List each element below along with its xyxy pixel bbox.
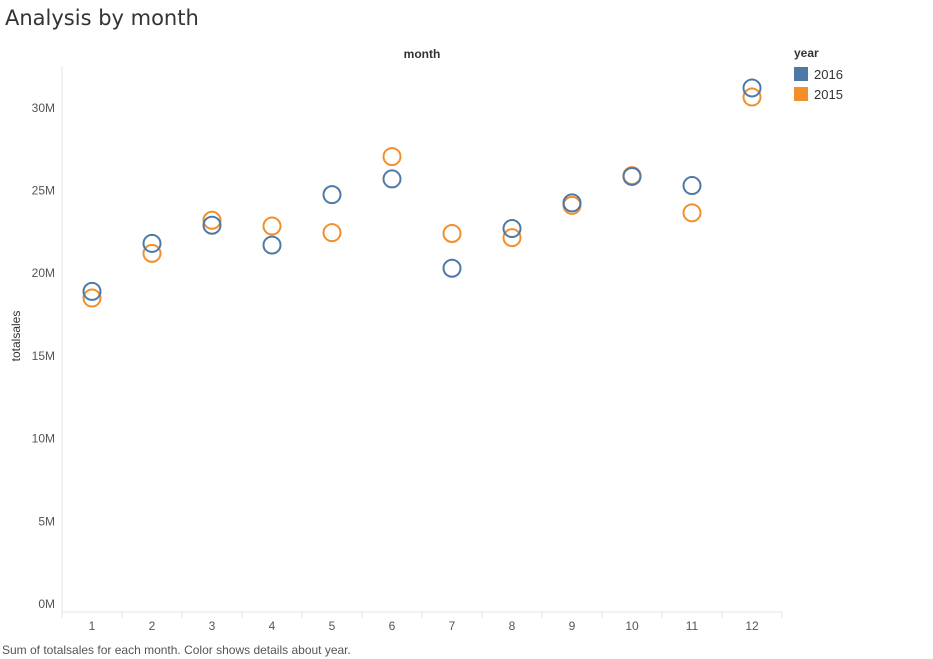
data-point-2016[interactable]: [202, 215, 222, 235]
y-tick-label: 30M: [32, 101, 55, 115]
data-point-2015[interactable]: [202, 210, 222, 230]
data-point-2015[interactable]: [82, 288, 102, 308]
y-tick-label: 0M: [38, 597, 55, 611]
x-tick-label: 4: [269, 619, 276, 633]
y-tick-label: 20M: [32, 266, 55, 280]
legend: year 2016 2015: [794, 46, 843, 104]
chart-title: Analysis by month: [5, 6, 199, 30]
legend-item-2015[interactable]: 2015: [794, 84, 843, 104]
y-tick-label: 15M: [32, 349, 55, 363]
x-tick-label: 1: [89, 619, 96, 633]
legend-label-2016: 2016: [814, 66, 843, 82]
data-point-2016[interactable]: [622, 166, 642, 186]
y-tick-label: 25M: [32, 184, 55, 198]
data-point-2015[interactable]: [262, 216, 282, 236]
y-tick-label: 10M: [32, 432, 55, 446]
legend-item-2016[interactable]: 2016: [794, 64, 843, 84]
data-point-2015[interactable]: [322, 223, 342, 243]
x-tick-label: 9: [569, 619, 576, 633]
data-point-2016[interactable]: [682, 176, 702, 196]
data-point-2016[interactable]: [502, 219, 522, 239]
data-point-2016[interactable]: [382, 169, 402, 189]
data-point-2015[interactable]: [382, 147, 402, 167]
data-point-2016[interactable]: [442, 258, 462, 278]
legend-title: year: [794, 46, 819, 60]
x-tick-label: 12: [745, 619, 759, 633]
data-point-2016[interactable]: [142, 233, 162, 253]
legend-swatch-2015: [794, 87, 808, 101]
data-point-2015[interactable]: [442, 224, 462, 244]
grid-layer: [61, 66, 783, 618]
data-point-2015[interactable]: [502, 228, 522, 248]
y-tick-label: 5M: [38, 514, 55, 528]
data-point-2015[interactable]: [142, 243, 162, 263]
legend-label-2015: 2015: [814, 86, 843, 102]
x-tick-label: 2: [149, 619, 156, 633]
x-tick-label: 10: [625, 619, 639, 633]
x-tick-label: 7: [449, 619, 456, 633]
data-point-2016[interactable]: [322, 185, 342, 205]
x-tick-label: 3: [209, 619, 216, 633]
data-point-2016[interactable]: [82, 281, 102, 301]
data-point-2016[interactable]: [742, 78, 762, 98]
data-point-2016[interactable]: [562, 193, 582, 213]
data-point-2016[interactable]: [262, 235, 282, 255]
data-point-2015[interactable]: [742, 87, 762, 107]
legend-swatch-2016: [794, 67, 808, 81]
marks-layer: [82, 78, 762, 308]
x-axis-title: month: [404, 47, 441, 61]
y-axis-title: totalsales: [9, 311, 23, 362]
x-tick-label: 5: [329, 619, 336, 633]
x-tick-label: 8: [509, 619, 516, 633]
data-point-2015[interactable]: [682, 203, 702, 223]
x-tick-label: 11: [686, 619, 699, 633]
caption: Sum of totalsales for each month. Color …: [2, 643, 351, 657]
x-tick-label: 6: [389, 619, 396, 633]
